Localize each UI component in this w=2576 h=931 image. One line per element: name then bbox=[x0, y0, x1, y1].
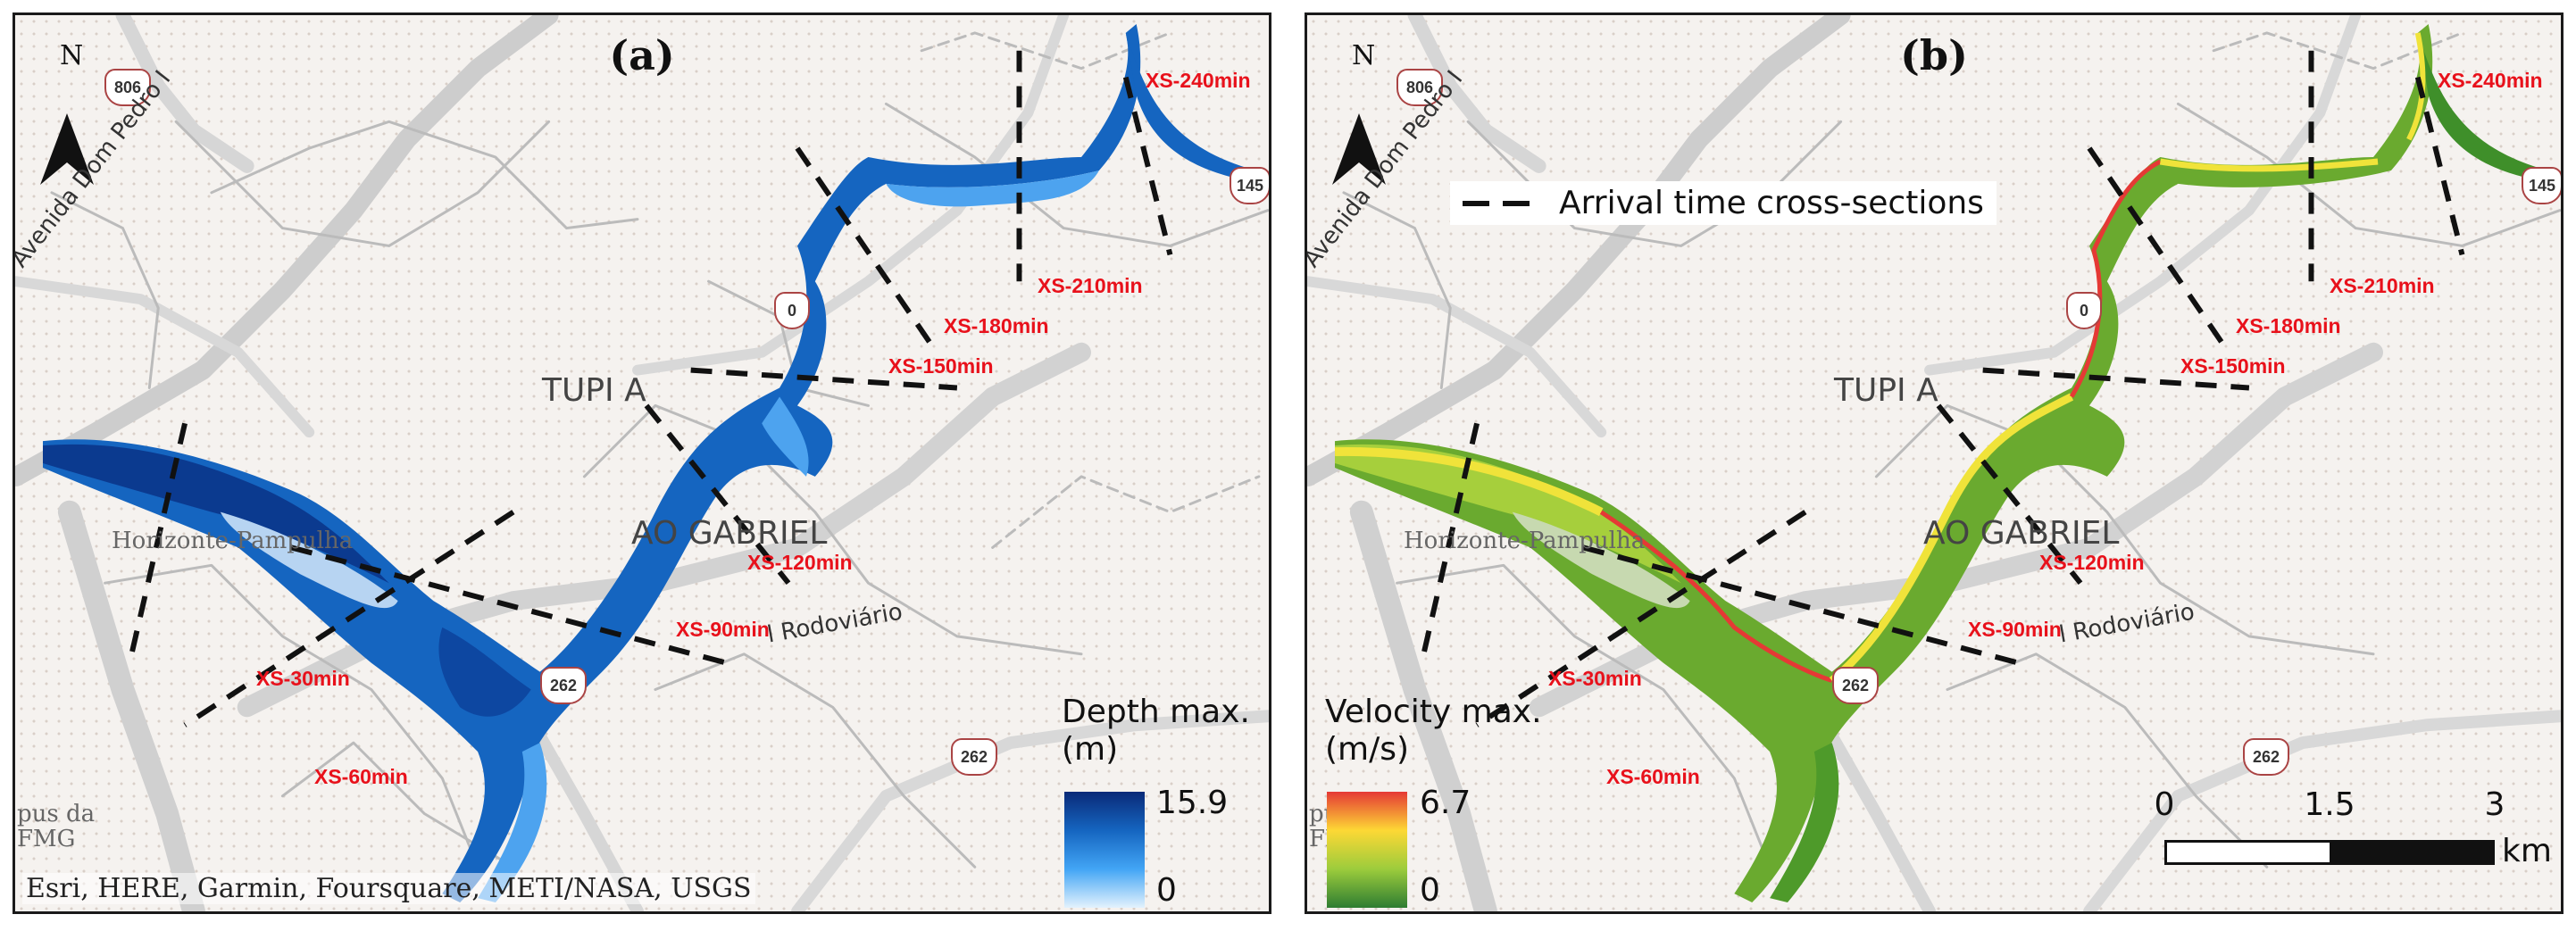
place-horizonte: Horizonte-Pampulha bbox=[1404, 528, 1646, 554]
legend-min: 0 bbox=[1156, 872, 1177, 909]
place-campus-2: FMG bbox=[17, 826, 76, 852]
north-label: N bbox=[60, 40, 84, 71]
route-shield-0: 0 bbox=[2066, 292, 2102, 329]
basemap bbox=[1307, 15, 2561, 911]
legend-title: Velocity max. (m/s) bbox=[1325, 694, 1542, 769]
legend-title: Depth max. (m) bbox=[1062, 694, 1250, 769]
place-gabriel: AO GABRIEL bbox=[631, 515, 828, 552]
basemap bbox=[15, 15, 1269, 911]
route-shield-806: 806 bbox=[1396, 69, 1443, 106]
legend-max: 15.9 bbox=[1156, 785, 1229, 821]
xs-label: XS-60min bbox=[1606, 765, 1700, 788]
route-shield-0: 0 bbox=[774, 292, 810, 329]
dashed-line-symbol bbox=[1463, 200, 1543, 206]
scale-unit: km bbox=[2502, 833, 2552, 869]
arrival-legend: Arrival time cross-sections bbox=[1450, 181, 1997, 225]
north-arrow-icon bbox=[1332, 113, 1386, 185]
map-panel-a: N (a) 806 145 262 262 0 Avenida Dom Pedr… bbox=[13, 12, 1271, 914]
route-shield-262-a: 262 bbox=[540, 667, 587, 704]
scale-segment bbox=[2330, 843, 2492, 862]
legend-title-line: Velocity max. bbox=[1325, 694, 1542, 730]
route-shield-145: 145 bbox=[2522, 167, 2561, 204]
route-shield-145: 145 bbox=[1230, 167, 1269, 204]
legend-min: 0 bbox=[1420, 872, 1440, 909]
north-arrow-icon bbox=[40, 113, 94, 185]
xs-label: XS-90min bbox=[1968, 618, 2062, 641]
panel-a-title: (a) bbox=[609, 31, 675, 79]
route-shield-262-a: 262 bbox=[1832, 667, 1879, 704]
place-horizonte: Horizonte-Pampulha bbox=[112, 528, 354, 554]
panel-b-title: (b) bbox=[1900, 31, 1968, 79]
xs-label: XS-90min bbox=[676, 618, 770, 641]
xs-label: XS-120min bbox=[747, 551, 853, 574]
route-shield-262-b: 262 bbox=[2243, 738, 2289, 776]
legend-title-line: Depth max. bbox=[1062, 694, 1250, 730]
cross-section-lines bbox=[129, 50, 1173, 727]
legend-max: 6.7 bbox=[1420, 785, 1471, 821]
legend-unit: (m/s) bbox=[1325, 731, 1410, 769]
xs-label: XS-240min bbox=[2438, 69, 2543, 92]
legend-color-ramp bbox=[1327, 792, 1407, 908]
place-gabriel: AO GABRIEL bbox=[1923, 515, 2120, 552]
scale-tick: 0 bbox=[2154, 786, 2175, 823]
north-label: N bbox=[1352, 40, 1376, 71]
scale-tick: 1.5 bbox=[2304, 786, 2355, 823]
xs-label: XS-180min bbox=[2236, 314, 2341, 337]
xs-label: XS-210min bbox=[1038, 274, 1143, 297]
map-panel-b: N (b) Arrival time cross-sections 806 14… bbox=[1305, 12, 2563, 914]
legend-unit: (m) bbox=[1062, 731, 1119, 769]
xs-label: XS-30min bbox=[1548, 667, 1642, 690]
xs-label: XS-60min bbox=[314, 765, 408, 788]
route-shield-806: 806 bbox=[104, 69, 151, 106]
xs-label: XS-150min bbox=[2180, 354, 2286, 378]
xs-label: XS-150min bbox=[888, 354, 994, 378]
scale-bar-graphic bbox=[2164, 840, 2495, 865]
xs-label: XS-240min bbox=[1146, 69, 1251, 92]
xs-label: XS-210min bbox=[2330, 274, 2435, 297]
flood-extent-depth bbox=[43, 23, 1268, 903]
cross-section-lines bbox=[1421, 50, 2465, 727]
arrival-legend-label: Arrival time cross-sections bbox=[1559, 185, 1984, 221]
place-tupi: TUPI A bbox=[1834, 372, 1938, 409]
route-shield-262-b: 262 bbox=[951, 738, 997, 776]
place-campus-1: pus da bbox=[17, 801, 96, 827]
scale-tick: 3 bbox=[2484, 786, 2505, 823]
legend-color-ramp bbox=[1064, 792, 1145, 908]
xs-label: XS-30min bbox=[256, 667, 350, 690]
map-attribution: Esri, HERE, Garmin, Foursquare, METI/NAS… bbox=[22, 873, 755, 904]
scale-segment bbox=[2167, 843, 2330, 862]
xs-label: XS-180min bbox=[944, 314, 1049, 337]
scale-bar: 0 1.5 3 km bbox=[2155, 786, 2552, 876]
place-tupi: TUPI A bbox=[542, 372, 646, 409]
xs-label: XS-120min bbox=[2039, 551, 2145, 574]
